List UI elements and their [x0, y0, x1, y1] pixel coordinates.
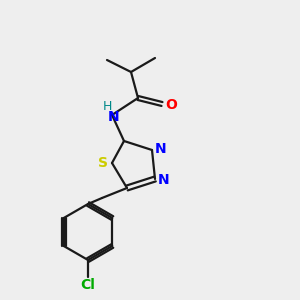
Text: Cl: Cl — [81, 278, 95, 292]
Text: S: S — [98, 156, 108, 170]
Text: H: H — [102, 100, 112, 113]
Text: N: N — [155, 142, 167, 156]
Text: N: N — [158, 173, 170, 187]
Text: N: N — [108, 110, 120, 124]
Text: O: O — [165, 98, 177, 112]
